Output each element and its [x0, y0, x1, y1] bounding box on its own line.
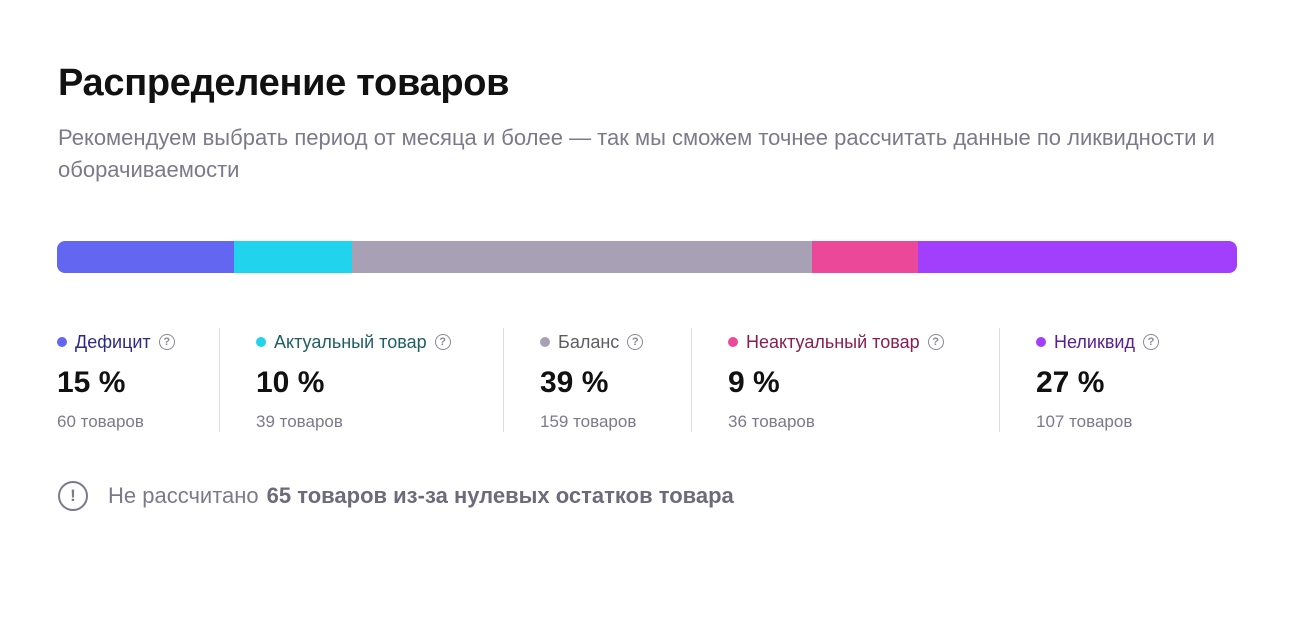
legend-count: 39 товаров	[256, 412, 343, 431]
legend-percent: 15 %	[57, 366, 126, 399]
legend-divider	[691, 328, 692, 432]
legend-percent: 9 %	[728, 366, 780, 399]
legend-item-actual: Актуальный товар ? 10 % 39 товаров	[256, 328, 451, 432]
help-icon[interactable]: ?	[1142, 334, 1159, 350]
deficit-dot-icon	[57, 337, 67, 347]
bar-segment-actual[interactable]	[234, 241, 352, 273]
legend-percent: 27 %	[1036, 366, 1105, 399]
not-calculated-notice: ! Не рассчитано 65 товаров из-за нулевых…	[58, 480, 734, 512]
legend-divider	[503, 328, 504, 432]
legend-count: 36 товаров	[728, 412, 815, 431]
legend-divider	[999, 328, 1000, 432]
bar-segment-irrelevant[interactable]	[812, 241, 919, 273]
help-icon[interactable]: ?	[158, 334, 175, 350]
legend-label: Актуальный товар	[274, 331, 427, 352]
legend-percent: 39 %	[540, 366, 609, 399]
notice-prefix: Не рассчитано	[108, 483, 259, 508]
legend-item-deficit: Дефицит ? 15 % 60 товаров	[57, 328, 175, 432]
help-icon[interactable]: ?	[627, 334, 644, 350]
legend-item-balance: Баланс ? 39 % 159 товаров	[540, 328, 644, 432]
exclamation-circle-icon: !	[58, 481, 88, 511]
notice-emphasis: 65 товаров из-за нулевых остатков товара	[266, 483, 734, 508]
help-icon[interactable]: ?	[434, 334, 451, 350]
legend-count: 60 товаров	[57, 412, 144, 431]
legend-label: Баланс	[558, 331, 620, 352]
irrelevant-dot-icon	[728, 337, 738, 347]
legend-count: 159 товаров	[540, 412, 637, 431]
actual-dot-icon	[256, 337, 266, 347]
illiquid-dot-icon	[1036, 337, 1046, 347]
bar-segment-illiquid[interactable]	[918, 241, 1237, 273]
bar-segment-balance[interactable]	[352, 241, 813, 273]
legend-divider	[219, 328, 220, 432]
distribution-legend: Дефицит ? 15 % 60 товаров Актуальный тов…	[57, 328, 1237, 432]
legend-label: Неактуальный товар	[746, 331, 920, 352]
card-subtitle: Рекомендуем выбрать период от месяца и б…	[58, 125, 1215, 182]
legend-label: Дефицит	[75, 331, 151, 352]
legend-percent: 10 %	[256, 366, 325, 399]
legend-item-irrelevant: Неактуальный товар ? 9 % 36 товаров	[728, 328, 944, 432]
card-title: Распределение товаров	[58, 62, 510, 104]
distribution-bar	[57, 241, 1237, 273]
balance-dot-icon	[540, 337, 550, 347]
legend-count: 107 товаров	[1036, 412, 1133, 431]
bar-segment-deficit[interactable]	[57, 241, 234, 273]
help-icon[interactable]: ?	[927, 334, 944, 350]
legend-item-illiquid: Неликвид ? 27 % 107 товаров	[1036, 328, 1159, 432]
legend-label: Неликвид	[1054, 331, 1135, 352]
